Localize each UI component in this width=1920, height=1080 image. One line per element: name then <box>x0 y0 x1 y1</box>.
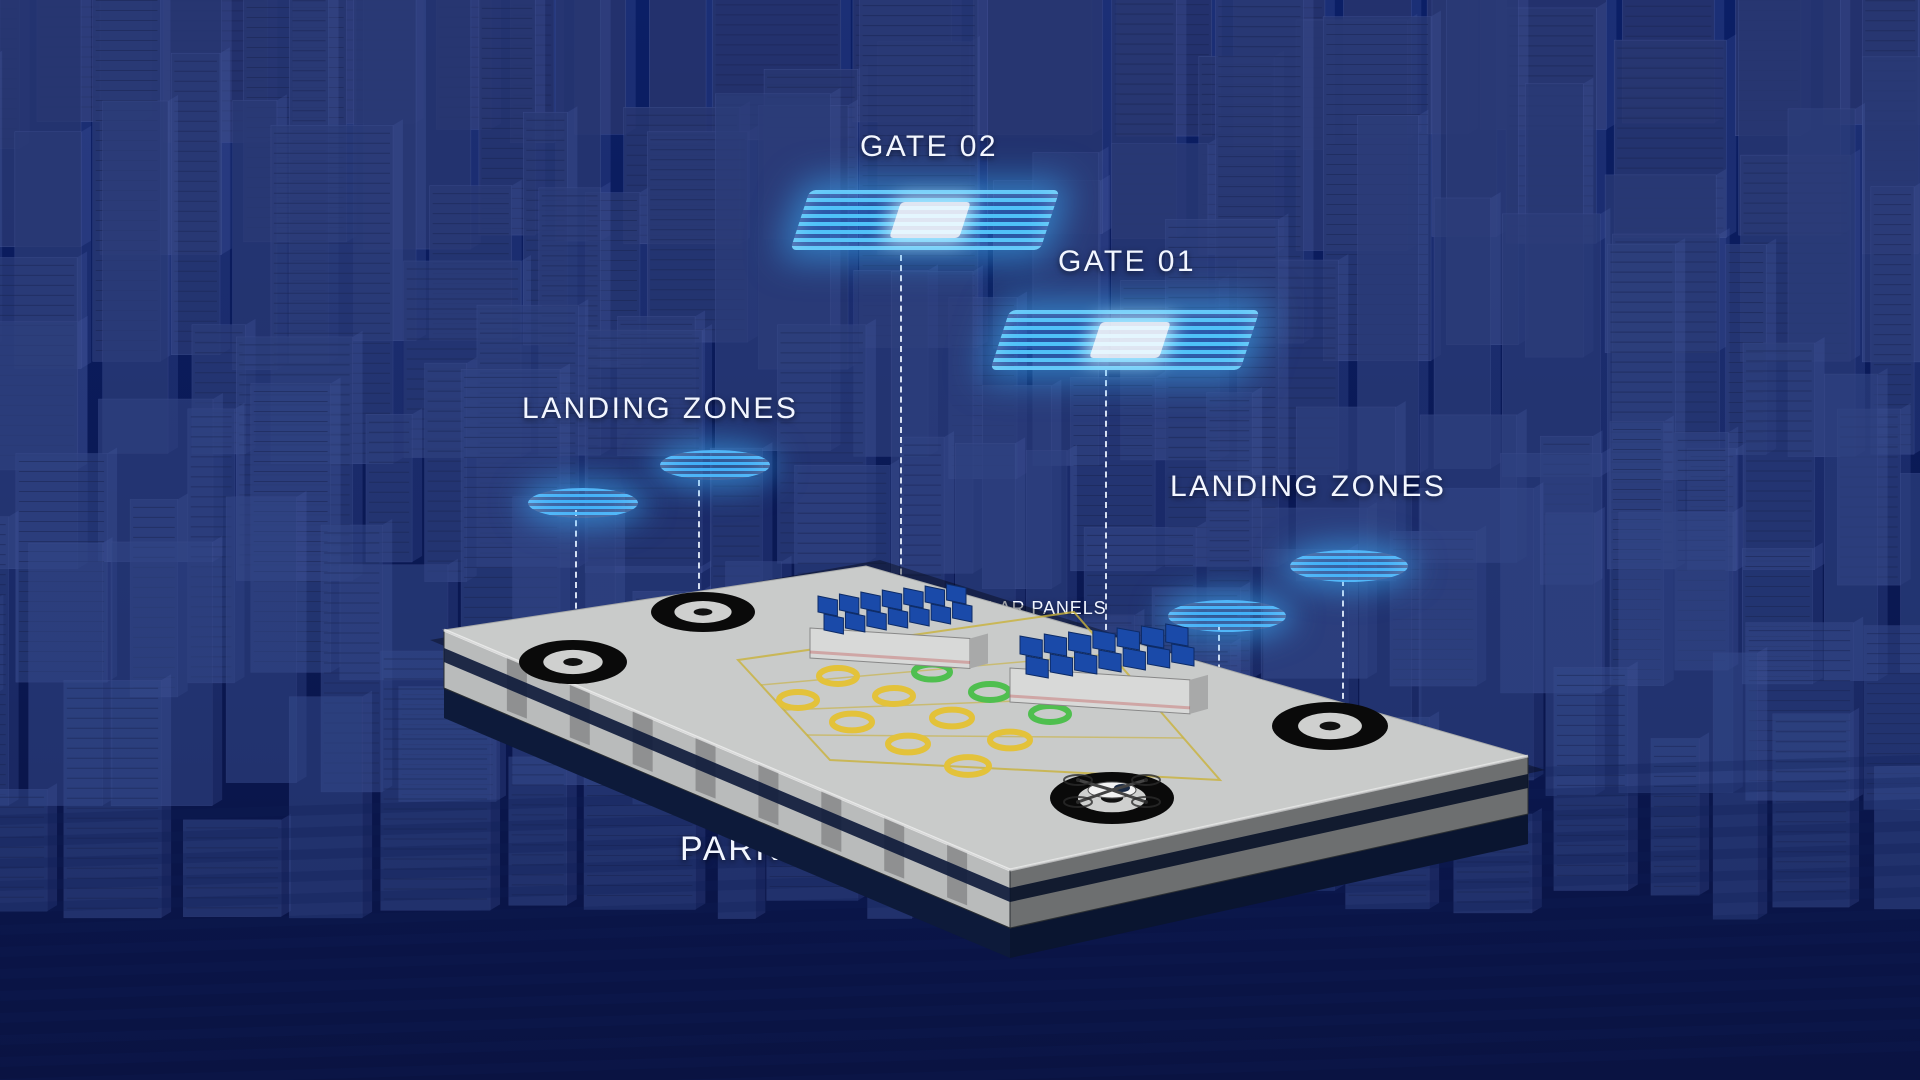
vertiport-structure <box>0 0 1920 1080</box>
